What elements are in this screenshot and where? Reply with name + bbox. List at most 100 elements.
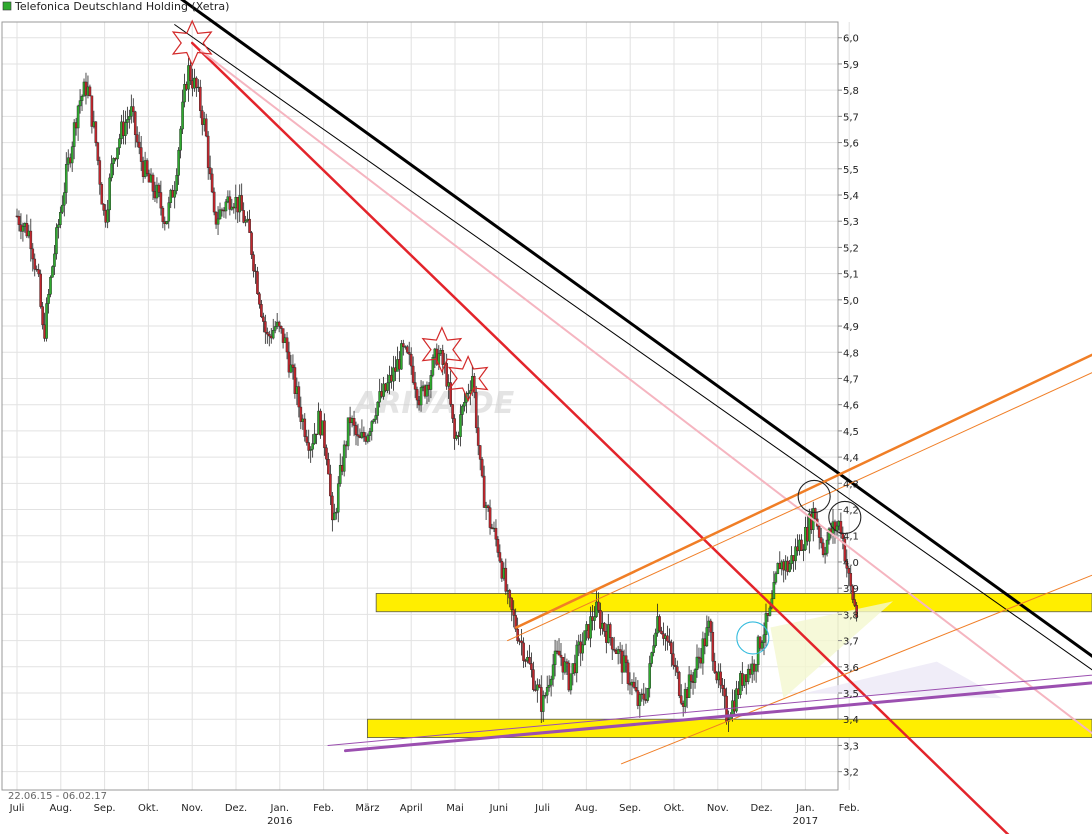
candle-body [589, 616, 592, 639]
candle-body [285, 337, 289, 353]
candle-body [616, 649, 620, 655]
candle-body [583, 630, 586, 646]
x-tick-label: Sep. [619, 803, 641, 814]
candle-body [612, 649, 616, 651]
candle-body [624, 655, 628, 664]
trendlines [174, 0, 1092, 834]
circle-marker [797, 479, 831, 513]
candle-body [610, 637, 614, 650]
star-marker [421, 326, 463, 374]
y-tick-label: 3,8 [843, 610, 859, 621]
candle-body [216, 218, 220, 225]
candle-body [597, 601, 600, 611]
candle-body [695, 656, 699, 670]
x-axis: Juli Aug. Sep. Okt. Nov. Dez. Jan. 2016 Feb. März… [9, 803, 860, 827]
candle-body [273, 326, 277, 331]
y-tick-label: 5,0 [843, 296, 859, 307]
candle-body [376, 401, 379, 416]
chart-title: Telefonica Deutschland Holding (Xetra) [14, 0, 229, 13]
y-tick-label: 3,5 [843, 689, 859, 700]
candle-body [372, 419, 376, 422]
candle-body [772, 582, 776, 600]
candle-body [392, 367, 395, 382]
candle-body [522, 642, 525, 661]
candle-body [754, 664, 758, 672]
candle-body [230, 206, 234, 210]
candle-body [293, 367, 297, 394]
candle-body [37, 269, 40, 275]
candle-body [45, 303, 48, 339]
candle-body [287, 351, 291, 373]
candle-body [496, 539, 500, 553]
candle-body [565, 661, 569, 664]
candle-body [532, 669, 535, 690]
candle-body [764, 613, 768, 636]
candle-body [705, 627, 709, 647]
candle-body [821, 542, 825, 556]
candle-body [100, 184, 104, 205]
candle-body [240, 195, 243, 211]
candle-body [431, 357, 435, 376]
candle-body [409, 354, 413, 367]
support-zone [366, 718, 1092, 738]
candle-body [827, 528, 831, 541]
candle-body [480, 459, 484, 477]
x-tick-label: Feb. [313, 803, 334, 814]
candle-body [218, 209, 222, 220]
candle-body [467, 392, 470, 395]
trendline [620, 574, 1092, 765]
candle-body [145, 160, 149, 174]
candle-body [303, 418, 307, 437]
candle-body [378, 391, 381, 403]
y-tick-label: 5,9 [843, 60, 859, 71]
candle-body [463, 402, 466, 407]
candle-body [603, 622, 606, 632]
candle-body [504, 567, 508, 592]
candle-body [307, 442, 311, 451]
y-tick-label: 5,3 [843, 217, 859, 228]
annotations [171, 19, 862, 655]
candle-body [853, 599, 856, 606]
candle-body [139, 147, 143, 162]
candle-body [266, 332, 269, 335]
candle-body [845, 561, 849, 569]
x-tick-label: Sep. [94, 803, 116, 814]
candle-body [648, 663, 651, 689]
x-tick-label: Juni [489, 803, 508, 814]
candle-body [652, 645, 655, 653]
candle-body [632, 681, 636, 688]
candle-body [687, 674, 691, 698]
candle-body [327, 459, 330, 475]
candle-body [575, 644, 579, 674]
candle-body [709, 620, 713, 633]
x-tick-label: Okt. [664, 803, 685, 814]
candle-body [31, 248, 35, 260]
candle-body [800, 539, 803, 551]
candle-body [746, 668, 750, 682]
candle-body [181, 101, 184, 130]
candle-body [593, 616, 596, 621]
candle-body [569, 673, 573, 691]
candle-body [498, 552, 502, 562]
candle-body [841, 533, 845, 539]
candle-body [488, 507, 492, 528]
candle-body [362, 432, 366, 438]
candle-body [124, 122, 127, 136]
candle-body [346, 417, 350, 447]
candle-body [204, 118, 208, 137]
candle-body [711, 632, 715, 662]
candle-body [453, 418, 456, 439]
candle-body [547, 684, 551, 688]
shaded-area [770, 601, 893, 699]
y-tick-label: 3,7 [843, 637, 859, 648]
trendline [515, 353, 1092, 629]
candle-body [228, 196, 232, 210]
candle-body [47, 294, 50, 304]
candle-body [88, 86, 92, 97]
candle-body [157, 184, 161, 193]
candle-body [683, 689, 687, 707]
candle-body [599, 610, 602, 629]
star-marker [447, 355, 489, 402]
x-tick-label: Feb. [839, 803, 860, 814]
